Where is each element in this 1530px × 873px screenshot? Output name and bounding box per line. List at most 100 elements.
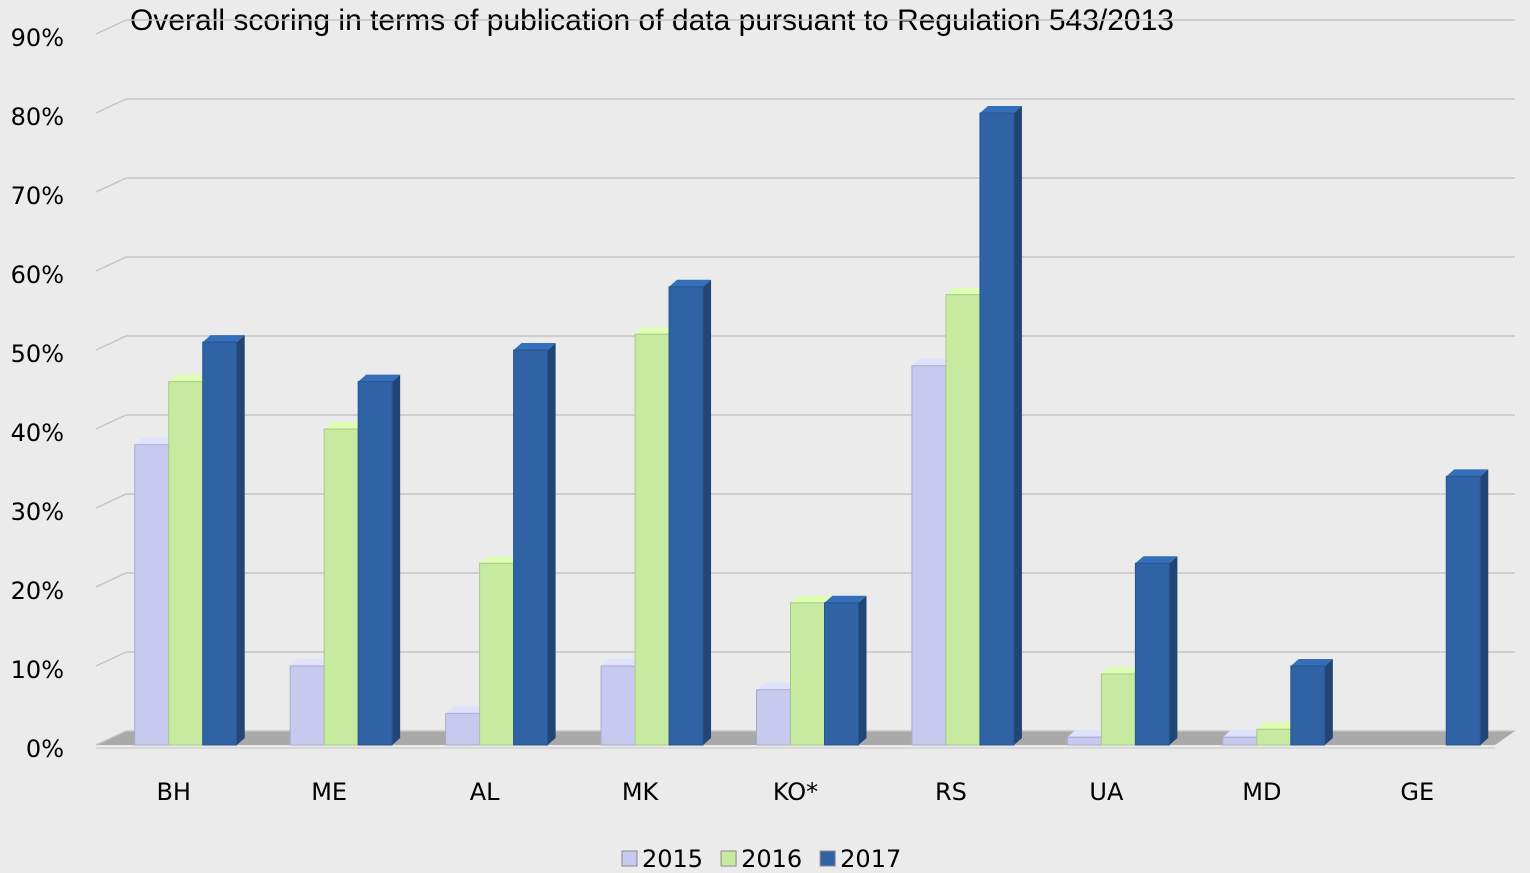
x-tick-label: MD: [1242, 778, 1281, 806]
grid-side: [95, 493, 127, 509]
y-tick-label: 30%: [11, 498, 64, 526]
legend-swatch: [819, 850, 836, 867]
grid-side: [95, 414, 127, 430]
x-tick-label: GE: [1400, 778, 1434, 806]
bar-top: [479, 556, 522, 564]
bar-top: [1067, 730, 1110, 738]
bar: [202, 341, 238, 746]
y-tick-label: 80%: [11, 103, 64, 131]
x-tick-label: MK: [622, 778, 660, 806]
bar-side: [1013, 106, 1022, 745]
x-tick-label: BH: [156, 778, 191, 806]
x-tick-label: AL: [470, 778, 500, 806]
bar-side: [1480, 469, 1489, 745]
bar: [945, 294, 981, 746]
y-tick-label: 90%: [11, 24, 64, 52]
y-tick-label: 40%: [11, 419, 64, 447]
grid-side: [95, 730, 127, 746]
grid-side: [95, 177, 127, 193]
bar: [289, 665, 325, 746]
bar: [479, 562, 515, 746]
bar-top: [290, 659, 333, 666]
bar-top: [1101, 666, 1144, 674]
bar-top: [1290, 659, 1333, 666]
bar: [445, 712, 481, 746]
bar-top: [324, 422, 367, 429]
bar: [756, 689, 791, 746]
grid-side: [95, 572, 127, 588]
x-tick-label: UA: [1089, 778, 1124, 806]
bar-top: [669, 279, 712, 287]
bar-top: [911, 358, 954, 366]
grid-line: [95, 177, 1515, 193]
bar-side: [547, 343, 556, 745]
grid-line: [95, 335, 1515, 351]
grid-side: [95, 335, 127, 351]
y-tick-label: 20%: [11, 577, 64, 605]
grid-line: [95, 98, 1515, 114]
bar: [1222, 736, 1258, 746]
legend-label: 2015: [642, 845, 703, 873]
grid-side: [95, 19, 127, 35]
bar: [668, 286, 704, 746]
bar-top: [1446, 469, 1489, 477]
bar: [357, 381, 393, 746]
grid-line: [95, 19, 1515, 35]
bar: [1290, 665, 1326, 746]
bar-top: [513, 343, 556, 350]
bar-top: [202, 335, 245, 343]
bar: [979, 112, 1015, 746]
grid-side: [95, 651, 127, 667]
bar-side: [858, 595, 867, 745]
bar: [134, 444, 170, 746]
bar: [634, 333, 670, 746]
bar: [168, 381, 204, 746]
y-tick-label: 70%: [11, 182, 64, 210]
bar-top: [134, 437, 177, 445]
bar: [1445, 475, 1481, 746]
bar-side: [392, 374, 401, 745]
bar-top: [790, 595, 833, 603]
bar: [1100, 673, 1136, 746]
grid-line: [95, 414, 1515, 430]
x-tick-label: KO*: [773, 778, 818, 806]
bar-top: [1256, 722, 1299, 730]
legend-swatch: [621, 850, 638, 867]
y-tick-label: 0%: [26, 735, 64, 763]
x-tick-label: RS: [935, 778, 967, 806]
bar-top: [824, 595, 867, 603]
y-tick-label: 60%: [11, 261, 64, 289]
bar: [513, 349, 549, 746]
bar: [824, 602, 859, 746]
bar: [323, 428, 359, 746]
bar: [790, 602, 825, 746]
y-tick-label: 10%: [11, 656, 64, 684]
bar-side: [236, 335, 245, 745]
grid-side: [95, 98, 127, 114]
legend-label: 2016: [741, 845, 802, 873]
bar-top: [358, 374, 401, 382]
y-tick-label: 50%: [11, 340, 64, 368]
bar-top: [945, 287, 988, 295]
bar-top: [1135, 556, 1178, 564]
bar-top: [601, 659, 644, 666]
grid-line: [95, 256, 1515, 272]
bar-top: [168, 374, 211, 382]
bar-top: [756, 682, 799, 690]
bar-top: [1222, 730, 1265, 738]
grid-side: [95, 256, 127, 272]
bar: [600, 665, 636, 746]
legend-label: 2017: [840, 845, 901, 873]
bar-top: [979, 106, 1022, 113]
bar-top: [635, 327, 678, 335]
x-tick-label: ME: [311, 778, 347, 806]
bar: [1256, 728, 1292, 746]
bar-side: [703, 279, 712, 745]
bar-side: [1169, 556, 1178, 745]
bar-top: [445, 706, 488, 714]
bar: [1134, 562, 1170, 746]
bar-side: [1324, 659, 1333, 745]
bar: [911, 365, 947, 746]
bar: [1066, 736, 1102, 746]
